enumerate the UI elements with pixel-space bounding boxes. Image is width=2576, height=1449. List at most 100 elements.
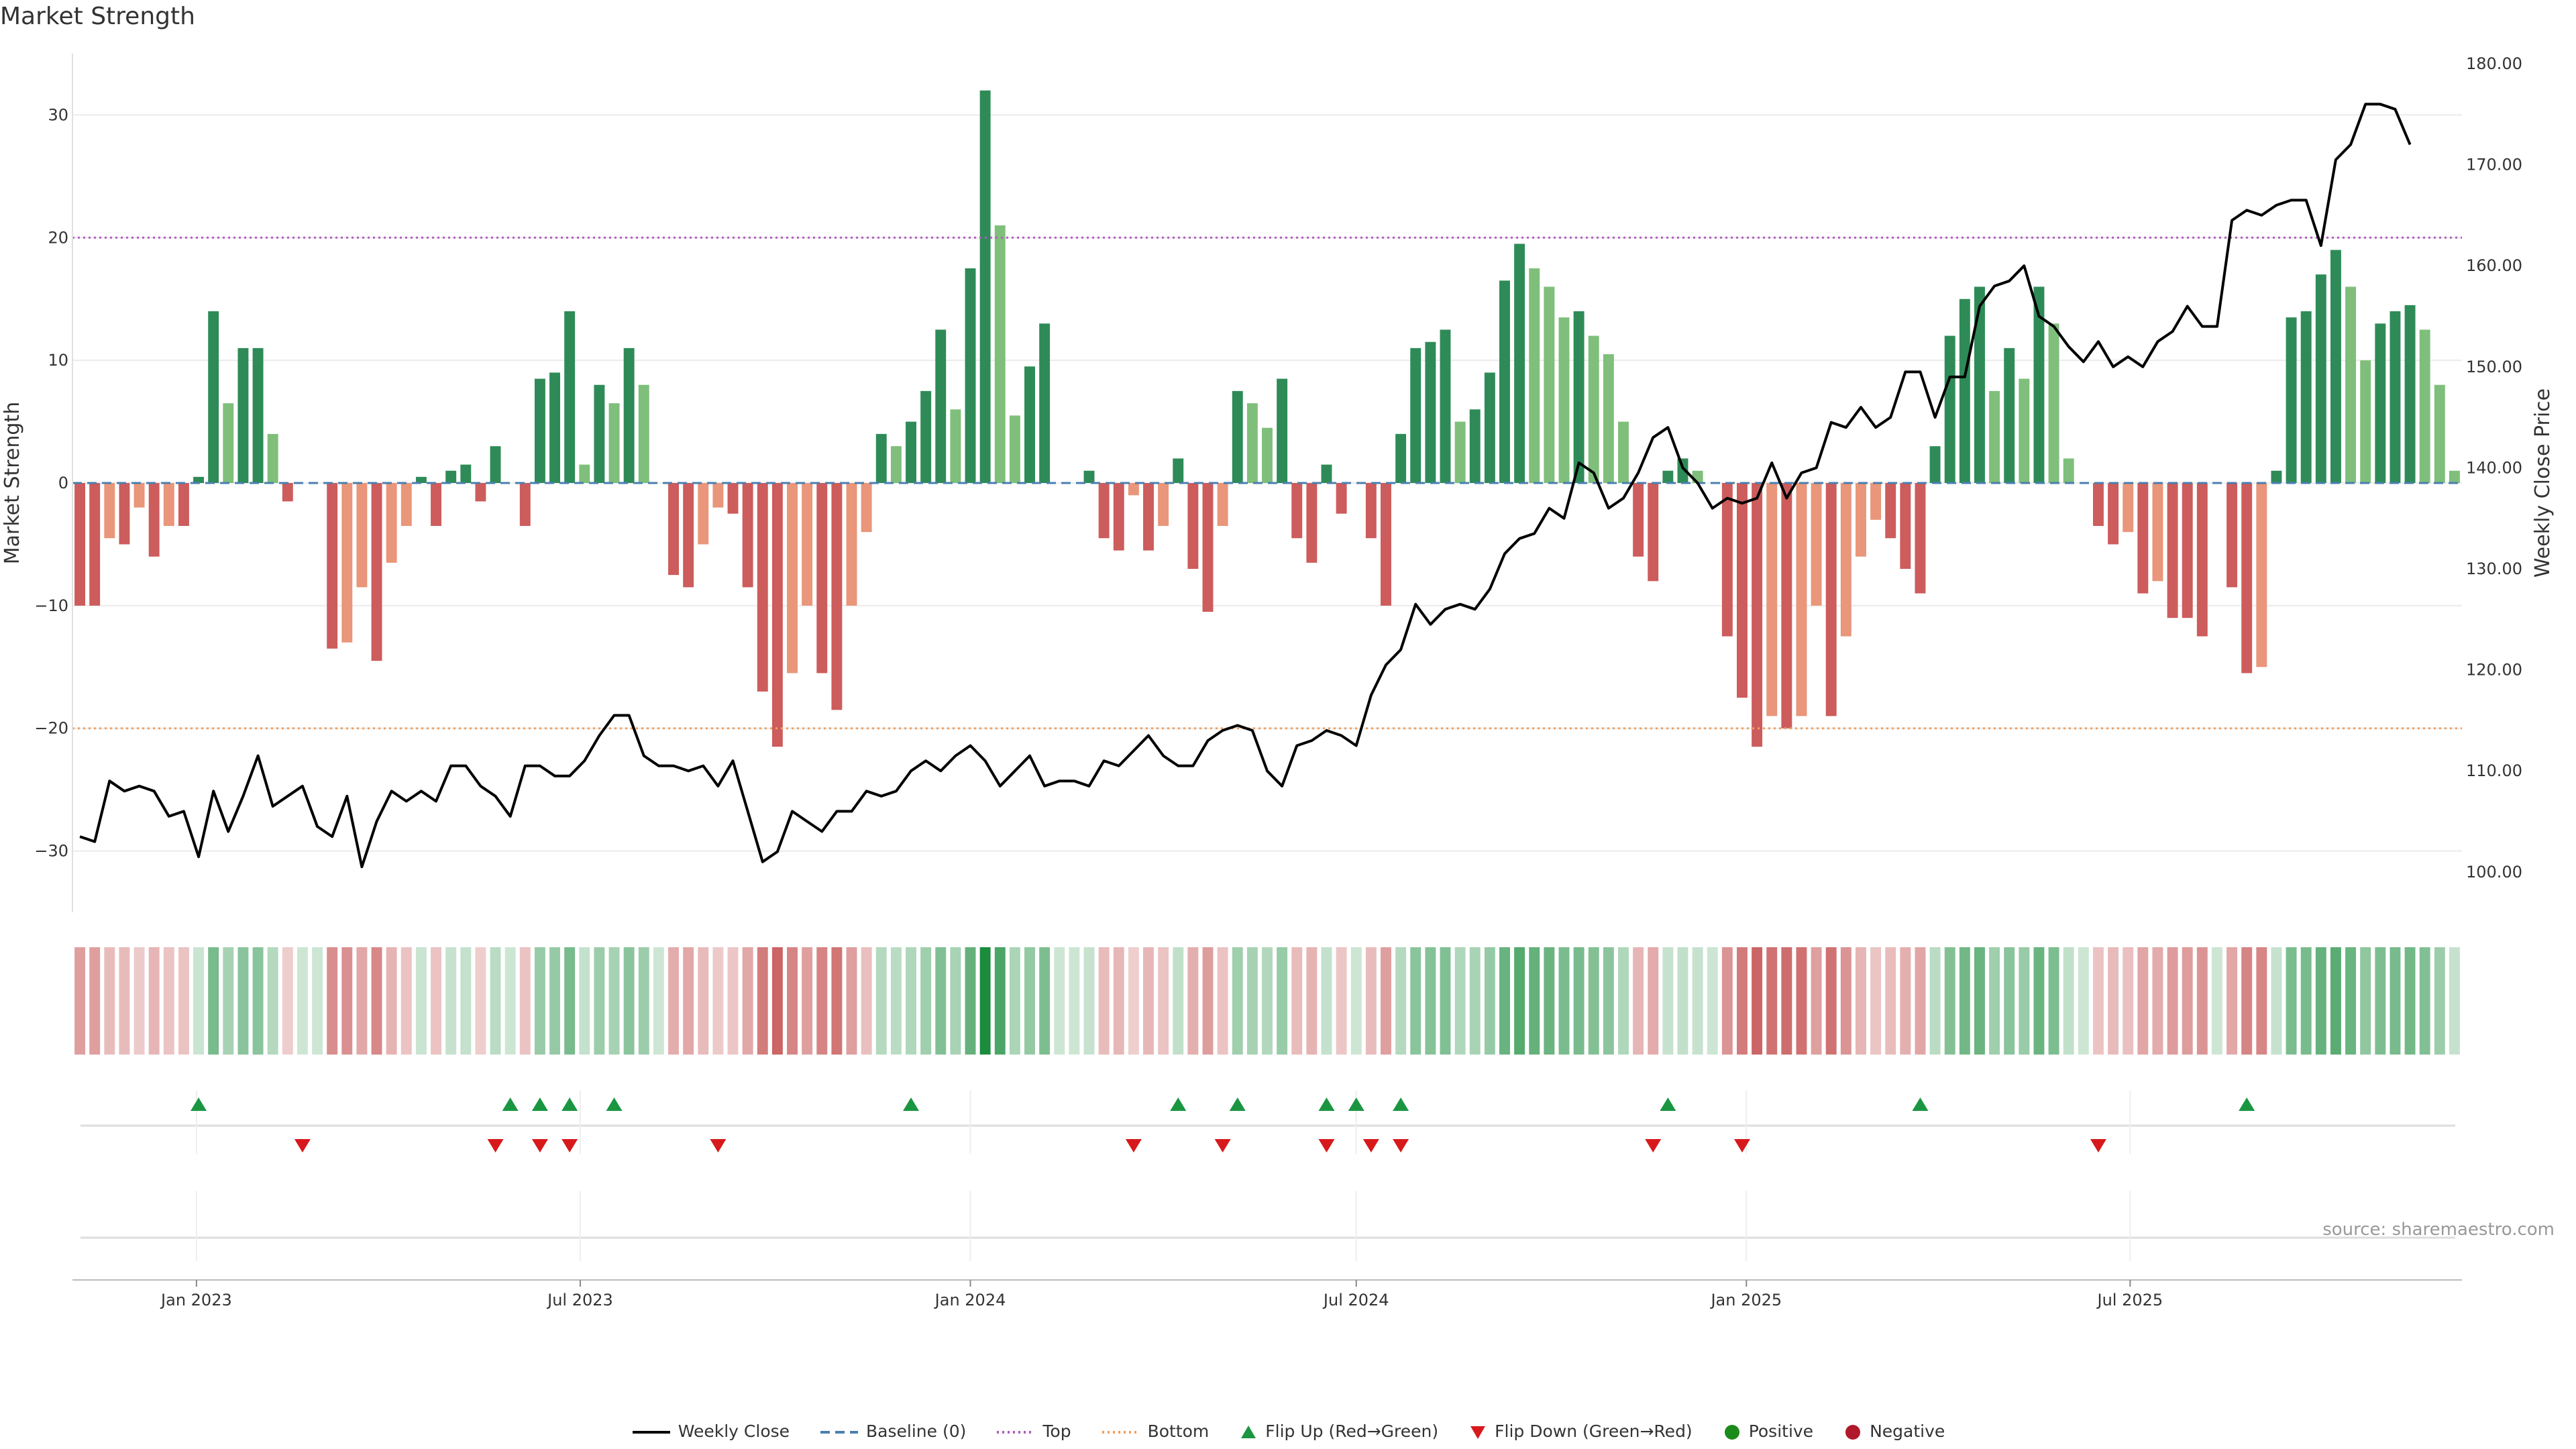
heat-cell xyxy=(742,947,753,1055)
strength-bar xyxy=(1648,483,1659,582)
y-left-tick-label: 30 xyxy=(48,105,68,124)
strength-bar xyxy=(757,483,768,692)
legend-swatch xyxy=(632,1430,670,1434)
legend-label: Baseline (0) xyxy=(866,1421,967,1441)
heat-cell xyxy=(2004,947,2015,1055)
weekly-close-line xyxy=(79,103,2412,869)
heat-cell xyxy=(1143,947,1154,1055)
price-layer xyxy=(79,103,2412,869)
strength-bar xyxy=(119,483,130,545)
strength-bar xyxy=(475,483,486,502)
heat-cell xyxy=(1039,947,1051,1055)
heat-cell xyxy=(1989,947,2000,1055)
heat-cell xyxy=(2226,947,2238,1055)
heat-cell xyxy=(519,947,531,1055)
strength-bar xyxy=(1588,335,1599,483)
heat-cell xyxy=(148,947,160,1055)
heat-cell xyxy=(1395,947,1407,1055)
flip-down-marker xyxy=(710,1139,727,1152)
strength-bar xyxy=(831,483,843,710)
heat-cell xyxy=(163,947,174,1055)
legend-label: Bottom xyxy=(1147,1421,1210,1441)
legend-swatch xyxy=(1102,1430,1140,1434)
strength-bar xyxy=(1603,354,1614,483)
flip-markers xyxy=(80,1090,2455,1261)
strength-bar xyxy=(460,464,472,483)
strength-bar xyxy=(2048,323,2059,483)
heat-cell xyxy=(2256,947,2267,1055)
strength-bar xyxy=(2108,483,2119,545)
heat-cell xyxy=(386,947,397,1055)
legend-swatch xyxy=(1470,1426,1486,1439)
strength-bar xyxy=(994,225,1006,483)
strength-bar xyxy=(148,483,160,557)
strength-bar xyxy=(1262,427,1273,483)
heat-cell xyxy=(1069,947,1080,1055)
strength-bar xyxy=(608,403,620,483)
heat-cell xyxy=(1766,947,1778,1055)
strength-bar xyxy=(1796,483,1807,716)
strength-bar xyxy=(1573,311,1585,483)
heat-cell xyxy=(1811,947,1822,1055)
heat-cell xyxy=(2419,947,2430,1055)
legend-label: Top xyxy=(1042,1421,1071,1441)
heat-cell xyxy=(2019,947,2030,1055)
x-tick-label: Jan 2025 xyxy=(1709,1291,1782,1309)
strength-bar xyxy=(1558,317,1570,483)
strength-bar xyxy=(2241,483,2253,674)
heat-cell xyxy=(1558,947,1570,1055)
strength-bar xyxy=(1959,299,1970,483)
heat-cell xyxy=(2375,947,2386,1055)
heat-cell xyxy=(178,947,189,1055)
heat-cell xyxy=(1217,947,1228,1055)
heat-cell xyxy=(1009,947,1020,1055)
flip-down-marker xyxy=(2090,1139,2106,1152)
axes: −30 −20 −10 0 10 20 30 100.00 110.00 120.00 130.00… xyxy=(34,54,2522,912)
strength-bar xyxy=(2345,286,2357,483)
heat-cell xyxy=(1054,947,1065,1055)
heat-cell xyxy=(237,947,249,1055)
strength-bar xyxy=(2360,360,2371,483)
strength-bar xyxy=(1618,421,1629,483)
flip-up-marker xyxy=(502,1097,519,1111)
legend-swatch xyxy=(1724,1424,1739,1440)
heat-cell xyxy=(2092,947,2104,1055)
heat-cell xyxy=(1752,947,1763,1055)
heat-cell xyxy=(2286,947,2297,1055)
heat-cell xyxy=(698,947,709,1055)
legend-swatch xyxy=(1845,1424,1861,1440)
heat-cell xyxy=(1425,947,1436,1055)
heat-cell xyxy=(1707,947,1718,1055)
strength-bar xyxy=(638,384,649,483)
heat-cell xyxy=(2241,947,2253,1055)
flip-up-marker xyxy=(903,1097,920,1111)
strength-bar xyxy=(906,421,916,483)
strength-bar xyxy=(712,483,724,508)
strength-bar xyxy=(1440,329,1451,483)
legend-item: Flip Up (Red→Green) xyxy=(1238,1421,1438,1442)
legend-label: Flip Down (Green→Red) xyxy=(1495,1421,1693,1441)
strength-bar xyxy=(252,347,264,483)
strength-bar xyxy=(1633,483,1644,557)
heat-cell xyxy=(415,947,427,1055)
heat-cell xyxy=(861,947,872,1055)
heat-cell xyxy=(1662,947,1674,1055)
strength-bar xyxy=(1381,483,1391,606)
flip-down-marker xyxy=(1125,1139,1142,1152)
heat-cell xyxy=(252,947,264,1055)
strength-bar xyxy=(2315,274,2326,483)
heat-cell xyxy=(1277,947,1288,1055)
heat-cell xyxy=(267,947,278,1055)
x-tick-label: Jul 2024 xyxy=(1322,1291,1389,1309)
strength-bar xyxy=(237,347,249,483)
heat-cell xyxy=(1692,947,1703,1055)
strength-bar xyxy=(1766,483,1778,716)
strength-bar xyxy=(1365,483,1377,539)
strength-bar xyxy=(223,403,234,483)
heat-cell xyxy=(193,947,205,1055)
heat-cell xyxy=(1024,947,1035,1055)
strength-bar xyxy=(2300,311,2312,483)
heat-cell xyxy=(2345,947,2357,1055)
heat-cell xyxy=(1885,947,1896,1055)
heat-cell xyxy=(1350,947,1362,1055)
